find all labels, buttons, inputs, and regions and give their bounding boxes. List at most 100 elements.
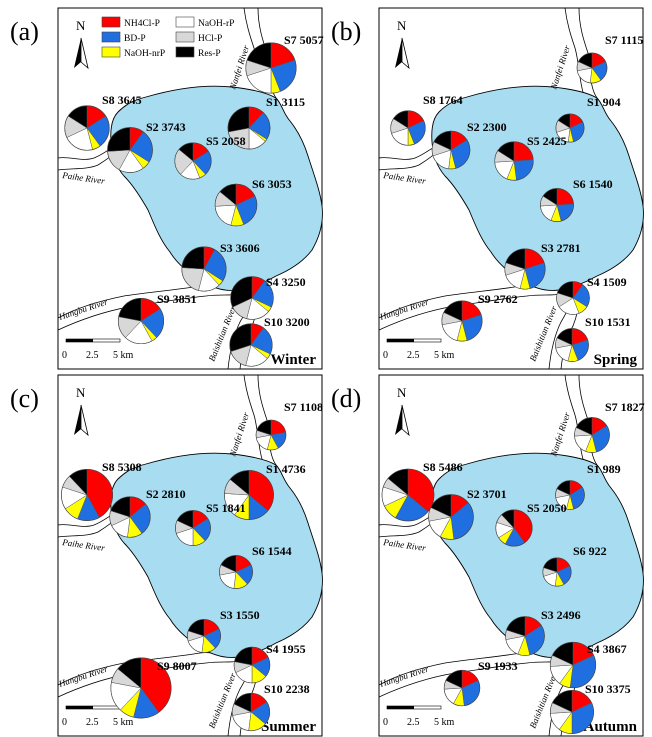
pie-chart-S10	[555, 328, 589, 362]
pie-chart-S7	[576, 52, 608, 84]
pie-outline-S2	[107, 127, 153, 173]
north-arrow-right	[401, 404, 410, 437]
pie-outline-S3	[187, 619, 221, 653]
pie-outline-S3	[181, 246, 227, 292]
scale-tick-1: 2.5	[86, 350, 99, 361]
site-label-S2: S2 2810	[146, 487, 186, 501]
pie-chart-S3	[187, 619, 221, 653]
site-label-S9: S9 3851	[157, 292, 197, 306]
pie-outline-S4	[549, 641, 597, 689]
pie-chart-S4	[233, 646, 271, 684]
scale-tick-1: 2.5	[407, 350, 420, 361]
pie-chart-S9	[441, 300, 483, 342]
site-label-S9: S9 2762	[478, 292, 518, 306]
legend-swatch-NaOH-rP	[175, 16, 195, 28]
pie-chart-S8	[381, 468, 435, 522]
pie-outline-S6	[219, 555, 253, 589]
scale-bar-fill	[387, 339, 414, 342]
pie-chart-S6	[214, 183, 258, 227]
scale-tick-0: 0	[383, 350, 388, 361]
scale-tick-2: 5 km	[113, 717, 134, 728]
site-label-S4: S4 1955	[266, 642, 306, 656]
panel-label: (c)	[10, 384, 39, 413]
north-label: N	[397, 385, 407, 400]
pie-chart-S9	[443, 669, 481, 707]
site-label-S2: S2 3701	[467, 487, 507, 501]
pie-chart-S5	[495, 509, 533, 547]
pie-outline-S9	[117, 297, 165, 345]
pie-outline-S10	[229, 323, 273, 367]
site-label-S1: S1 904	[587, 95, 621, 109]
site-label-S6: S6 1544	[252, 544, 292, 558]
scale-tick-0: 0	[62, 350, 67, 361]
pie-chart-S3	[505, 616, 545, 656]
north-arrow-left	[395, 38, 402, 68]
site-label-S1: S1 3115	[266, 95, 305, 109]
scale-bar: 0 2.5 5 km	[383, 705, 455, 728]
legend-swatch-Res-P	[175, 46, 195, 58]
north-label: N	[397, 18, 407, 33]
season-label: Spring	[594, 352, 638, 368]
site-label-S4: S4 3250	[266, 275, 306, 289]
scale-tick-0: 0	[62, 717, 67, 728]
chaohu-lake	[110, 85, 323, 291]
panel-label: (b)	[331, 17, 361, 46]
site-label-S10: S10 3200	[264, 315, 310, 329]
pie-chart-S2	[428, 494, 474, 540]
pie-chart-S8	[390, 110, 426, 146]
pie-outline-S9	[110, 657, 172, 719]
site-label-S9: S9 1933	[478, 659, 518, 673]
pie-outline-S6	[540, 188, 574, 222]
pie-chart-S2	[431, 130, 471, 170]
site-label-S3: S3 1550	[220, 608, 260, 622]
site-label-S4: S4 1509	[587, 275, 627, 289]
season-label: Winter	[270, 352, 316, 368]
pie-chart-S2	[107, 127, 153, 173]
pie-outline-S7	[574, 417, 610, 453]
legend-swatch-NH4Cl-P	[101, 16, 121, 28]
legend-swatch-HCl-P	[175, 31, 195, 43]
north-arrow-icon: N	[395, 18, 410, 70]
pie-chart-S9	[110, 657, 172, 719]
site-label-S8: S8 1764	[423, 93, 463, 107]
site-label-S1: S1 989	[587, 462, 621, 476]
hangbu-river-line-2	[378, 660, 562, 698]
paihe-river-line	[378, 145, 438, 160]
pie-outline-S3	[504, 248, 546, 290]
site-label-S9: S9 8007	[157, 659, 197, 673]
pie-outline-S10	[550, 690, 594, 734]
site-label-S3: S3 3606	[220, 241, 260, 255]
legend-label-NH4Cl-P: NH4Cl-P	[124, 19, 160, 29]
site-label-S7: S7 1827	[605, 400, 645, 414]
site-label-S3: S3 2781	[541, 241, 581, 255]
pie-chart-S4	[556, 281, 590, 315]
north-arrow-icon: N	[395, 385, 410, 437]
pie-chart-S5	[494, 141, 534, 181]
pie-chart-S9	[117, 297, 165, 345]
pie-chart-S2	[109, 496, 151, 538]
scale-bar: 0 2.5 5 km	[62, 338, 134, 361]
north-label: N	[76, 18, 86, 33]
north-arrow-right	[80, 37, 89, 70]
site-label-S8: S8 5308	[102, 460, 142, 474]
pie-outline-S7	[576, 52, 608, 84]
pie-chart-S3	[181, 246, 227, 292]
pie-outline-S2	[431, 130, 471, 170]
pie-chart-S1	[224, 470, 274, 520]
north-arrow-right	[80, 404, 89, 437]
site-label-S7: S7 1108	[284, 400, 323, 414]
pie-chart-S5	[174, 142, 212, 180]
site-label-S8: S8 3645	[102, 93, 142, 107]
legend-label-Res-P: Res-P	[198, 49, 221, 59]
site-label-S5: S5 2050	[527, 501, 567, 515]
north-arrow-left	[74, 405, 81, 435]
pie-chart-S6	[542, 557, 572, 587]
scale-tick-2: 5 km	[434, 350, 455, 361]
site-label-S6: S6 3053	[252, 177, 292, 191]
pie-outline-S7	[245, 42, 297, 94]
pie-outline-S8	[64, 105, 110, 151]
